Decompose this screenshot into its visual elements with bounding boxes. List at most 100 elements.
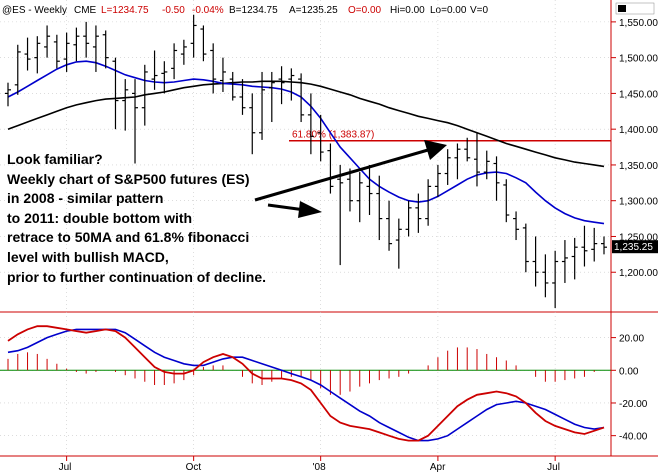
price-tick-label: 1,500.00 — [619, 54, 658, 65]
price-tick-label: 1,300.00 — [619, 197, 658, 208]
last-price-value: 1,235.25 — [614, 242, 653, 253]
price-tick-label: 1,550.00 — [619, 18, 658, 29]
ohlc-bar — [571, 237, 578, 280]
ohlc-bar — [278, 66, 285, 105]
annotation-line: Weekly chart of S&P500 futures (ES) — [7, 170, 250, 187]
annotation-text: Look familiar? Weekly chart of S&P500 fu… — [7, 150, 266, 287]
header-exchange: CME — [74, 5, 97, 16]
price-bars — [5, 14, 607, 308]
price-axis-ticks: 1,200.00 1,250.00 1,300.00 1,350.00 1,400.00… — [611, 18, 658, 279]
ohlc-bar — [288, 68, 295, 101]
ohlc-bar — [473, 132, 480, 187]
ma-slow-line — [7, 80, 605, 168]
arrow-upper-shaft — [254, 148, 429, 202]
ohlc-bar — [327, 143, 334, 194]
time-tick-label: Apr — [430, 462, 446, 473]
ohlc-bar — [346, 168, 353, 212]
ohlc-bar — [454, 143, 461, 180]
fibonacci-label: 61.80% (1,383.87) — [292, 130, 374, 141]
header-symbol: @ES - Weekly — [2, 5, 67, 16]
ohlc-bar — [239, 79, 246, 115]
ohlc-bar — [561, 240, 568, 283]
last-price-badge — [612, 240, 658, 254]
ohlc-bar — [356, 172, 363, 223]
ohlc-bar — [83, 21, 90, 58]
macd-polyline — [7, 325, 605, 442]
ohlc-bar — [44, 25, 51, 58]
ohlc-bar — [395, 218, 402, 269]
ohlc-bar — [601, 236, 607, 255]
header-vol: V=0 — [470, 5, 489, 16]
ohlc-bar — [102, 30, 109, 69]
time-axis-ticks: Jul Oct '08 Apr Jul — [59, 456, 560, 473]
ohlc-bar — [464, 137, 471, 162]
ohlc-bar — [180, 39, 187, 65]
time-tick-label: Jul — [547, 462, 560, 473]
ohlc-bar — [53, 34, 60, 69]
ohlc-bar — [171, 43, 178, 80]
macd-tick-label: -20.00 — [619, 399, 648, 410]
ohlc-bar — [522, 223, 529, 273]
ohlc-bar — [366, 164, 373, 216]
annotation-line: level with bullish MACD, — [7, 248, 169, 265]
ohlc-bar — [14, 44, 21, 95]
ohlc-bar — [337, 164, 344, 266]
ohlc-bar — [73, 27, 80, 62]
ohlc-bar — [552, 250, 559, 308]
ma-fast-polyline — [7, 60, 605, 225]
header-ask: A=1235.25 — [289, 5, 338, 16]
header-bid: B=1234.75 — [229, 5, 278, 16]
ohlc-bar — [200, 25, 207, 62]
macd-tick-label: -40.00 — [619, 432, 648, 443]
ohlc-bar — [376, 175, 383, 241]
ohlc-bar — [132, 79, 139, 164]
ohlc-bar — [92, 25, 99, 72]
annotation-arrows — [254, 140, 447, 218]
ohlc-bar — [513, 211, 520, 241]
ohlc-bar — [591, 227, 598, 262]
annotation-line: prior to further continuation of decline… — [7, 268, 266, 285]
ma-slow-polyline — [7, 80, 605, 168]
header-lo: Lo=0.00 — [430, 5, 467, 16]
ohlc-bar — [219, 57, 226, 92]
ohlc-bar — [141, 64, 148, 126]
header-pct: -0.04% — [192, 5, 224, 16]
macd-line — [7, 325, 605, 442]
price-tick-label: 1,350.00 — [619, 161, 658, 172]
price-tick-label: 1,200.00 — [619, 268, 658, 279]
scroll-handle-marker — [618, 5, 626, 12]
arrow-lower-shaft — [267, 203, 306, 212]
macd-tick-label: 0.00 — [619, 366, 639, 377]
ohlc-bar — [112, 57, 119, 130]
ohlc-bar — [425, 179, 432, 226]
arrow-lower-head — [298, 201, 322, 218]
ohlc-bar — [210, 43, 217, 94]
ohlc-bar — [24, 37, 31, 71]
ohlc-bar — [503, 179, 510, 223]
price-tick-label: 1,400.00 — [619, 125, 658, 136]
ohlc-bar — [34, 36, 41, 74]
annotation-line: Look familiar? — [7, 151, 103, 167]
ohlc-bar — [229, 71, 236, 101]
time-tick-label: Oct — [186, 462, 202, 473]
scroll-handle[interactable] — [615, 2, 655, 15]
annotation-line: in 2008 - similar pattern — [7, 190, 164, 207]
ohlc-bar — [581, 225, 588, 267]
header-last: L=1234.75 — [101, 5, 149, 16]
header-open: O=0.00 — [348, 5, 382, 16]
annotation-line: to 2011: double bottom with — [7, 209, 193, 226]
ohlc-bar — [5, 82, 11, 107]
ohlc-bar — [259, 71, 266, 140]
ohlc-bar — [307, 93, 314, 155]
header-change: -0.50 — [162, 5, 185, 16]
annotation-line: retrace to 50MA and 61.8% fibonacci — [7, 229, 250, 246]
price-tick-label: 1,450.00 — [619, 89, 658, 100]
ohlc-bar — [434, 164, 441, 198]
ohlc-bar — [415, 193, 422, 233]
time-tick-label: Jul — [59, 462, 72, 473]
ohlc-bar — [298, 73, 305, 123]
ohlc-bar — [483, 150, 490, 180]
macd-tick-label: 20.00 — [619, 334, 644, 345]
